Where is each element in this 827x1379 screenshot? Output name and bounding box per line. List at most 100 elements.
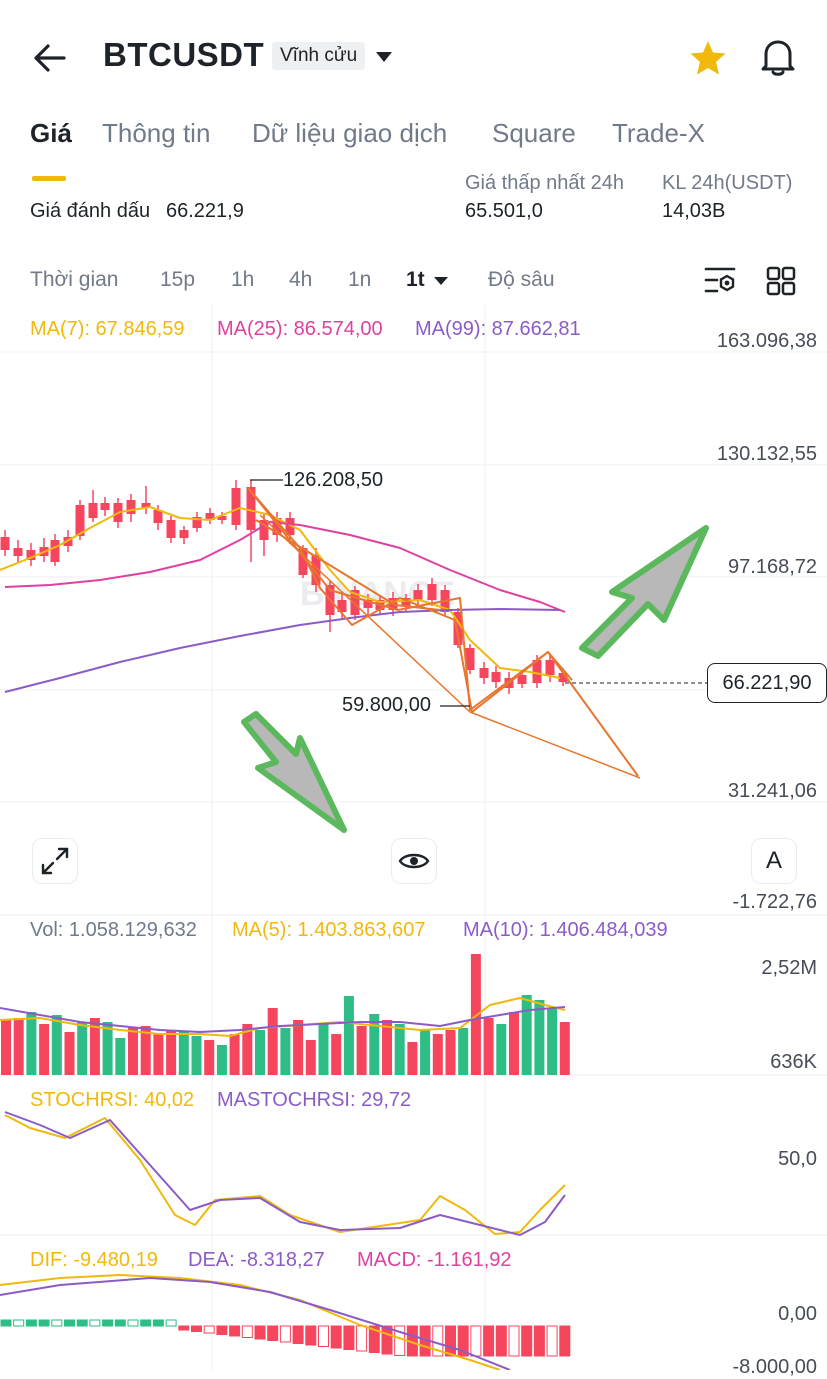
candle-body <box>350 590 360 615</box>
volume-bar <box>102 1022 113 1075</box>
volume-bar <box>115 1038 126 1075</box>
timeframe-15p[interactable]: 15p <box>160 268 196 291</box>
macd-bar <box>343 1325 355 1350</box>
tab-bar: Giá Thông tin Dữ liệu giao dịch Square T… <box>0 118 827 162</box>
volume-bar <box>318 1024 329 1075</box>
timeframe-1h[interactable]: 1h <box>231 268 255 291</box>
volume-bar <box>458 1028 469 1075</box>
macd-bar <box>203 1325 215 1334</box>
price-chart[interactable]: BINANCE <box>0 305 827 1370</box>
candle-body <box>126 500 136 514</box>
macd-bar <box>0 1319 12 1327</box>
stochrsi-value: STOCHRSI: 40,02 <box>30 1089 195 1111</box>
macd-dea: DEA: -8.318,27 <box>188 1249 325 1271</box>
macd-bar <box>76 1319 88 1327</box>
macd-y-label: 0,00 <box>778 1303 817 1325</box>
y-axis-label: 163.096,38 <box>716 330 817 352</box>
timeframe-1n[interactable]: 1n <box>348 268 372 291</box>
candle-body <box>192 517 202 528</box>
volume-bar <box>293 1020 304 1075</box>
star-icon[interactable] <box>688 38 728 78</box>
volume-bar <box>26 1012 37 1075</box>
volume-bar <box>13 1018 24 1075</box>
depth-tab[interactable]: Độ sâu <box>488 268 555 291</box>
stochrsi-y-label: 50,0 <box>778 1148 817 1170</box>
volume-bar <box>432 1034 443 1075</box>
candle-body <box>491 672 501 682</box>
layout-grid-icon[interactable] <box>766 266 796 296</box>
candle-body <box>217 516 227 520</box>
tab-trading-data[interactable]: Dữ liệu giao dịch <box>252 118 448 148</box>
indicator-settings-icon[interactable] <box>703 265 737 297</box>
volume-bar <box>64 1032 75 1075</box>
macd-bar <box>559 1325 571 1357</box>
volume-bar <box>547 1008 558 1075</box>
candle-body <box>259 520 269 540</box>
caret-down-icon[interactable] <box>374 50 394 64</box>
stochrsi-line <box>4 1114 566 1235</box>
low-24h-value: 65.501,0 <box>465 200 543 222</box>
volume-bar <box>39 1024 50 1075</box>
volume-bar <box>216 1045 227 1075</box>
macd-bar <box>38 1319 50 1327</box>
candle-body <box>298 548 308 575</box>
macd-bar <box>178 1325 190 1331</box>
tab-info[interactable]: Thông tin <box>102 118 211 148</box>
active-tab-indicator <box>32 176 66 181</box>
candle-body <box>453 612 463 645</box>
current-price-tag: 66.221,90 <box>707 663 827 703</box>
timeframe-caret-icon[interactable] <box>433 275 449 287</box>
macd-bar <box>267 1325 279 1341</box>
candle-body <box>285 518 295 535</box>
candle-body <box>141 503 151 508</box>
time-label[interactable]: Thời gian <box>30 268 119 291</box>
macd-bar <box>483 1325 495 1357</box>
volume-bar <box>166 1030 177 1075</box>
stats-panel: Giá thấp nhất 24h KL 24h(USDT) Giá đánh … <box>0 162 827 232</box>
high-price-marker: 126.208,50 <box>283 469 384 491</box>
volume-bar <box>496 1024 507 1075</box>
candle-body <box>88 503 98 518</box>
volume-bar <box>382 1020 392 1075</box>
fullscreen-button[interactable] <box>32 838 78 884</box>
symbol-title[interactable]: BTCUSDT <box>103 36 265 73</box>
macd-bar <box>64 1319 75 1327</box>
vol-24h-label: KL 24h(USDT) <box>662 172 793 194</box>
macd-bar <box>13 1319 25 1327</box>
volume-bar <box>509 1012 519 1075</box>
macd-bar <box>114 1319 126 1327</box>
volume-bar <box>305 1040 316 1075</box>
auto-scale-button[interactable]: A <box>751 838 797 884</box>
volume-bar <box>128 1028 138 1075</box>
volume-bar <box>445 1030 456 1075</box>
macd-bar <box>51 1319 63 1327</box>
down-arrow-icon <box>241 711 347 833</box>
tab-square[interactable]: Square <box>492 118 576 148</box>
bell-icon[interactable] <box>758 36 798 78</box>
candle-body <box>311 555 321 585</box>
timeframe-4h[interactable]: 4h <box>289 268 313 291</box>
volume-bar <box>534 1000 545 1075</box>
low-price-marker: 59.800,00 <box>342 694 431 716</box>
visibility-button[interactable] <box>391 838 437 884</box>
contract-type-badge: Vĩnh cửu <box>272 42 366 70</box>
tab-trade-x[interactable]: Trade-X <box>612 118 705 148</box>
y-axis-label: -1.722,76 <box>732 891 817 913</box>
candle-body <box>205 513 215 520</box>
candle-body <box>13 548 23 556</box>
volume-bar <box>77 1022 88 1075</box>
macd-bar <box>140 1319 152 1327</box>
mark-price-value: 66.221,9 <box>166 200 244 222</box>
pattern-line <box>255 519 441 611</box>
timeframe-1t[interactable]: 1t <box>406 268 425 291</box>
candle-body <box>465 648 475 670</box>
arrow-left-icon[interactable] <box>30 38 70 78</box>
macd-bar <box>356 1325 368 1352</box>
macd-bar <box>241 1325 253 1338</box>
tab-price[interactable]: Giá <box>30 118 72 148</box>
candle-body <box>100 503 110 510</box>
ma99-line <box>4 608 561 693</box>
ma25-legend: MA(25): 86.574,00 <box>217 318 383 340</box>
macd-bar <box>330 1325 342 1349</box>
candle-body <box>179 530 189 538</box>
